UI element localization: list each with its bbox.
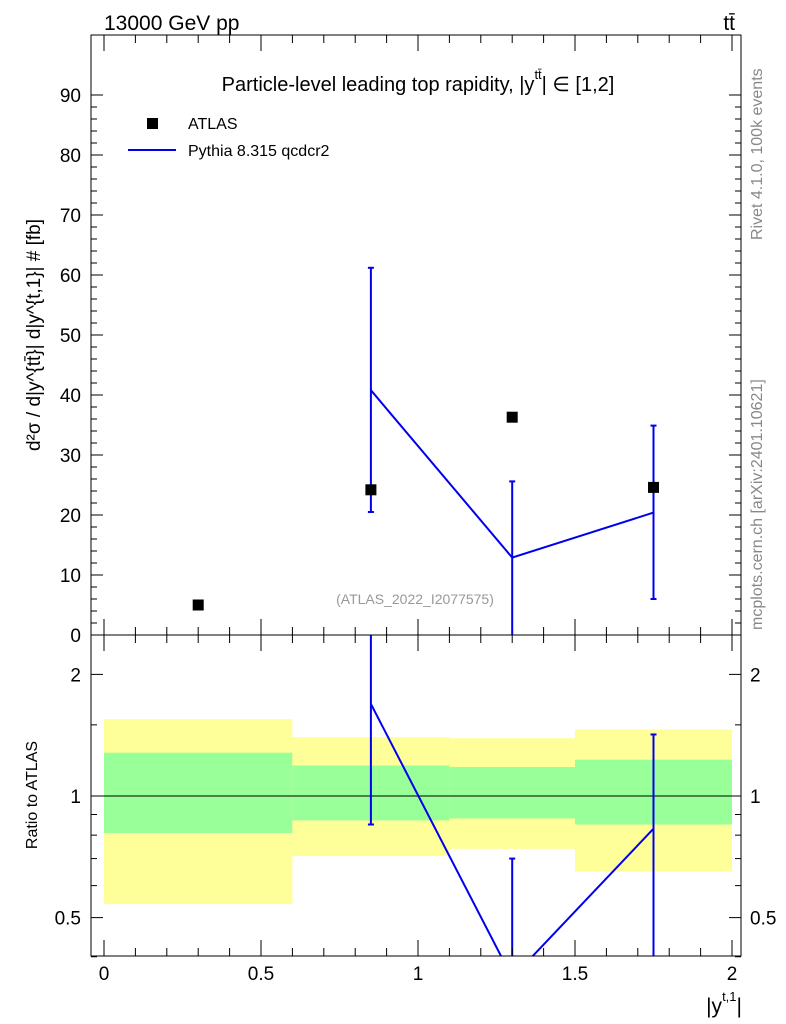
- legend-atlas-label: ATLAS: [188, 116, 238, 133]
- main-y-tick-label: 50: [60, 326, 81, 347]
- x-label-end: |: [737, 995, 742, 1018]
- ratio-mc-line: [370, 703, 655, 956]
- x-label-sup: t,1: [722, 989, 736, 1004]
- main-y-tick-label: 10: [60, 566, 81, 587]
- atlas-data-point: [365, 484, 377, 496]
- ratio-x-ticks: 0 0.5 1 1.5 2: [99, 635, 738, 985]
- uncertainty-band-inner: [449, 766, 575, 819]
- main-y-tick-label: 60: [60, 266, 81, 287]
- title-prefix: Particle-level leading top rapidity, |y: [222, 74, 535, 96]
- main-y-tick-label: 0: [70, 626, 81, 647]
- main-y-tick-label: 80: [60, 146, 81, 167]
- legend-atlas-marker: [147, 118, 158, 129]
- title-suffix: | ∈ [1,2]: [542, 74, 615, 96]
- legend-pythia-label: Pythia 8.315 qcdcr2: [188, 143, 330, 160]
- atlas-data-point: [192, 599, 204, 611]
- chart-title: Particle-level leading top rapidity, |yt…: [222, 67, 615, 96]
- rivet-label: Rivet 4.1.0, 100k events: [749, 68, 766, 240]
- mcplots-label: mcplots.cern.ch [arXiv:2401.10621]: [749, 379, 766, 630]
- ratio-y-tick-label: 1: [70, 787, 81, 808]
- x-tick-label: 0: [99, 964, 110, 985]
- x-tick-label: 2: [727, 964, 738, 985]
- x-tick-label: 1: [413, 964, 424, 985]
- ratio-panel: 0.5 0.5 1 1 2 2 0 0.5 1 1.5 2 Ratio to ATLAS |yt,…: [24, 634, 776, 1018]
- x-axis-label: |yt,1|: [706, 989, 742, 1018]
- x-tick-label: 0.5: [248, 964, 274, 985]
- legend: ATLAS Pythia 8.315 qcdcr2: [128, 116, 330, 160]
- ratio-plot-area: [91, 635, 741, 956]
- main-y-label: d²σ / d|y^{tt̄}| d|y^{t,1}| # [fb]: [24, 219, 45, 451]
- ratio-y-tick-label-right: 1: [750, 787, 761, 808]
- ratio-y-tick-label: 0.5: [55, 909, 81, 930]
- main-y-tick-label: 20: [60, 506, 81, 527]
- uncertainty-band-inner: [104, 752, 293, 833]
- ratio-y-ticks: 0.5 0.5 1 1 2 2: [55, 665, 776, 958]
- main-y-tick-label: 30: [60, 446, 81, 467]
- main-y-tick-label: 40: [60, 386, 81, 407]
- atlas-data-point: [648, 481, 659, 493]
- ratio-y-tick-label-right: 2: [750, 665, 761, 686]
- atlas-data-point: [506, 411, 518, 423]
- main-y-ticks: 0 10 20 30 40 50 60 70 80 90: [60, 86, 741, 647]
- main-y-tick-label: 70: [60, 206, 81, 227]
- header-left-label: 13000 GeV pp: [104, 12, 239, 35]
- x-tick-label: 1.5: [562, 964, 588, 985]
- analysis-annotation: (ATLAS_2022_I2077575): [336, 591, 494, 607]
- ratio-y-tick-label-right: 0.5: [750, 909, 776, 930]
- main-plot-area: [192, 266, 659, 635]
- main-panel: 0 10 20 30 40 50 60 70 80 90 Particle-level leadi…: [24, 34, 742, 647]
- ratio-y-tick-label: 2: [70, 665, 81, 686]
- main-y-tick-label: 90: [60, 86, 81, 107]
- ratio-y-label: Ratio to ATLAS: [24, 741, 41, 849]
- x-label-main: |y: [706, 995, 722, 1018]
- header-right-label: tt̄: [723, 12, 735, 35]
- title-sup: tt̄: [534, 67, 542, 82]
